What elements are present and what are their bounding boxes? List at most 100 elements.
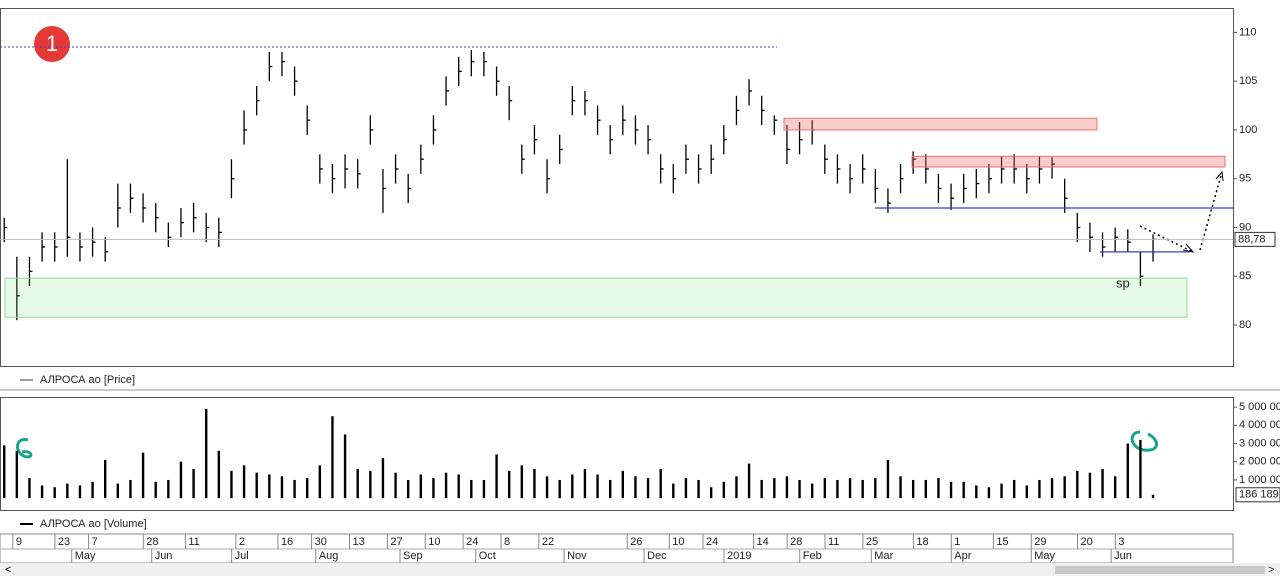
- volume-bar: [192, 469, 195, 499]
- volume-bar: [659, 469, 662, 499]
- volume-bar: [886, 459, 890, 499]
- y-tick-label: 100: [1239, 124, 1257, 136]
- volume-bar: [419, 474, 423, 499]
- volume-bar: [1088, 472, 1092, 499]
- badge-label: 1: [46, 31, 58, 56]
- date-label: 7: [92, 536, 98, 548]
- y-tick-label: 5 000 000: [1239, 401, 1280, 413]
- scroll-right[interactable]: >: [1268, 564, 1274, 576]
- volume-bar: [1126, 443, 1129, 499]
- volume-bar: [331, 416, 334, 499]
- highlight-scribble: [1130, 430, 1158, 452]
- volume-bar: [167, 479, 170, 499]
- month-label: Mar: [874, 550, 893, 562]
- scrollbar[interactable]: [0, 563, 1280, 576]
- volume-bar: [318, 465, 322, 499]
- month-label: Jun: [155, 550, 173, 562]
- volume-bar: [129, 479, 132, 499]
- annotation: sp: [1116, 275, 1130, 290]
- date-label: 29: [1034, 536, 1046, 548]
- volume-bar: [836, 479, 839, 499]
- date-label: 30: [315, 536, 327, 548]
- volume-bar: [15, 450, 19, 499]
- volume-bar: [1012, 479, 1016, 499]
- volume-bar: [798, 479, 801, 499]
- volume-bar: [1076, 470, 1079, 499]
- volume-bar: [646, 478, 650, 499]
- volume-panel: [0, 397, 1234, 511]
- date-label: 2: [239, 536, 245, 548]
- volume-bar: [432, 478, 435, 499]
- date-label: 8: [504, 536, 510, 548]
- volume-bar: [381, 458, 385, 499]
- volume-bar: [684, 478, 688, 499]
- arrow-head: [1215, 170, 1224, 182]
- volume-bar: [141, 452, 145, 499]
- y-tick-label: 3 000 000: [1239, 437, 1280, 449]
- volume-bar: [621, 470, 625, 499]
- date-label: 28: [146, 536, 158, 548]
- last-price-label: 88,78: [1238, 233, 1266, 245]
- volume-bar: [697, 479, 700, 499]
- volume-bar: [343, 434, 347, 499]
- date-label: 27: [390, 536, 402, 548]
- volume-bar: [533, 469, 536, 499]
- volume-bar: [205, 408, 208, 499]
- date-label: 20: [1081, 536, 1093, 548]
- date-label: 3: [1118, 536, 1124, 548]
- date-label: 10: [428, 536, 440, 548]
- volume-bar: [924, 479, 928, 499]
- volume-bar: [293, 479, 296, 499]
- volume-bar: [558, 479, 561, 499]
- volume-bar: [848, 478, 852, 499]
- date-label: 23: [58, 536, 70, 548]
- projection-arrow: [1199, 171, 1223, 251]
- date-label: 11: [828, 536, 839, 548]
- volume-bar: [722, 481, 726, 499]
- date-label: 18: [916, 536, 928, 548]
- date-label: 24: [706, 536, 718, 548]
- volume-bar: [1151, 494, 1155, 499]
- month-label: Oct: [479, 550, 496, 562]
- volume-bar: [975, 485, 978, 499]
- volume-bar: [444, 472, 448, 499]
- volume-bar: [154, 481, 157, 499]
- month-label: Nov: [567, 550, 587, 562]
- volume-bar: [1050, 478, 1054, 499]
- volume-bar: [53, 487, 56, 499]
- volume-bar: [268, 474, 271, 499]
- date-label: 28: [790, 536, 802, 548]
- volume-bar: [394, 472, 397, 499]
- volume-bar: [608, 479, 612, 499]
- month-label: May: [1034, 550, 1055, 562]
- y-tick-label: 80: [1239, 319, 1251, 331]
- scroll-left[interactable]: <: [5, 564, 11, 576]
- date-label: 16: [281, 536, 293, 548]
- arrow-head: [1182, 243, 1195, 253]
- volume-bar: [735, 476, 738, 499]
- volume-bar: [91, 481, 94, 499]
- month-label: Apr: [954, 550, 971, 562]
- volume-bar: [571, 474, 574, 499]
- volume-bar: [356, 469, 359, 499]
- volume-bar: [280, 476, 284, 499]
- y-tick-label: 1 000 000: [1239, 474, 1280, 486]
- volume-bar: [470, 479, 473, 499]
- scroll-thumb[interactable]: [1055, 566, 1265, 574]
- y-tick-label: 110: [1239, 26, 1257, 38]
- volume-bar: [507, 470, 511, 499]
- volume-bar: [899, 476, 902, 499]
- date-label: 26: [630, 536, 642, 548]
- volume-bar: [179, 461, 183, 499]
- last-volume-label: 186 189: [1239, 489, 1279, 501]
- date-label: 14: [756, 536, 768, 548]
- volume-bar: [305, 478, 309, 499]
- date-label: 13: [352, 536, 364, 548]
- date-label: 1: [954, 536, 960, 548]
- y-tick-label: 85: [1239, 270, 1251, 282]
- volume-bar: [596, 474, 599, 499]
- volume-bar: [987, 487, 991, 499]
